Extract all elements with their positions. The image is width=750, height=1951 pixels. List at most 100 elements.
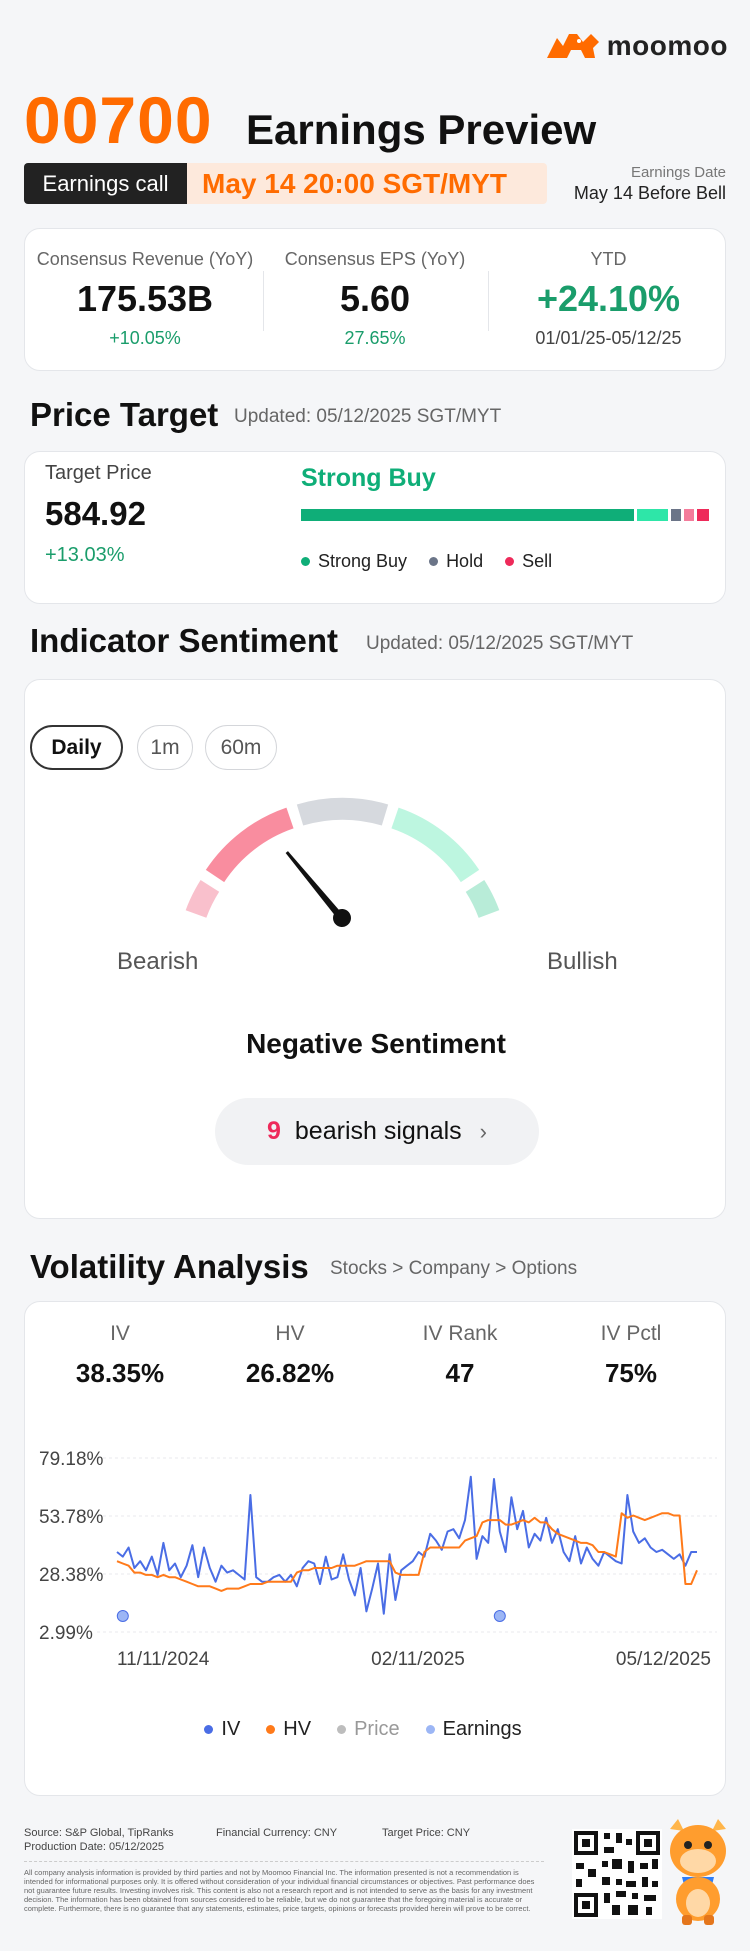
volatility-legend-label: IV bbox=[221, 1718, 241, 1740]
consensus-revenue-value: 175.53B bbox=[76, 278, 214, 319]
volatility-legend-item[interactable]: IV bbox=[204, 1718, 240, 1741]
footer-source: Source: S&P Global, TipRanks bbox=[24, 1827, 174, 1839]
target-price-label: Target Price bbox=[45, 462, 152, 484]
divider bbox=[263, 271, 264, 331]
legend-dot-icon bbox=[337, 1725, 347, 1734]
y-tick-label: 2.99% bbox=[39, 1623, 93, 1644]
consensus-eps-label: Consensus EPS (YoY) bbox=[284, 249, 466, 269]
earnings-marker[interactable] bbox=[493, 1609, 506, 1622]
ytd-performance: YTD +24.10% 01/01/25-05/12/25 bbox=[490, 229, 727, 349]
page-title: Earnings Preview bbox=[246, 106, 597, 153]
iv-value: 38.35% bbox=[75, 1358, 165, 1388]
ytd-range: 01/01/25-05/12/25 bbox=[535, 328, 682, 348]
tab-60m[interactable]: 60m bbox=[205, 725, 277, 770]
legend-dot-icon bbox=[429, 557, 439, 566]
rating-legend-label: Strong Buy bbox=[318, 551, 408, 571]
tab-1m[interactable]: 1m bbox=[137, 725, 193, 770]
volatility-title: Volatility Analysis bbox=[30, 1248, 309, 1285]
legend-dot-icon bbox=[204, 1725, 214, 1734]
volatility-legend-item[interactable]: Earnings bbox=[425, 1718, 522, 1741]
gauge-segment-very-bearish bbox=[185, 880, 220, 919]
earnings-call-time: May 14 20:00 SGT/MYT bbox=[187, 163, 547, 204]
y-tick-label: 28.38% bbox=[39, 1565, 104, 1586]
disclaimer: All company analysis information is prov… bbox=[24, 1868, 535, 1913]
ytd-label: YTD bbox=[590, 249, 627, 269]
volatility-breadcrumb[interactable]: Stocks > Company > Options bbox=[330, 1258, 578, 1279]
earnings-date-value: May 14 Before Bell bbox=[573, 183, 726, 203]
volatility-legend-label: Price bbox=[354, 1718, 400, 1740]
gauge-segment-bullish bbox=[391, 807, 480, 883]
consensus-revenue: Consensus Revenue (YoY) 175.53B +10.05% bbox=[25, 229, 265, 349]
moomoo-logo: moomoo bbox=[543, 28, 728, 64]
footer-target-currency: Target Price: CNY bbox=[382, 1827, 471, 1839]
signal-count: 9 bbox=[267, 1117, 281, 1145]
bullish-label: Bullish bbox=[547, 948, 618, 975]
gauge-segment-neutral bbox=[296, 797, 389, 826]
rating-legend-item: Strong Buy bbox=[301, 551, 407, 572]
rating-segment-sell bbox=[697, 509, 709, 521]
chevron-right-icon: › bbox=[479, 1118, 487, 1144]
rating-legend-label: Sell bbox=[522, 551, 553, 571]
consensus-revenue-label: Consensus Revenue (YoY) bbox=[36, 249, 254, 269]
consensus-eps: Consensus EPS (YoY) 5.60 27.65% bbox=[265, 229, 485, 349]
y-tick-label: 79.18% bbox=[39, 1449, 104, 1470]
rating-distribution-bar bbox=[301, 509, 709, 521]
volatility-legend: IV HV Price Earnings bbox=[25, 1718, 727, 1741]
tab-daily[interactable]: Daily bbox=[30, 725, 123, 770]
mascot-bull-icon bbox=[670, 1819, 726, 1925]
rating-segment-strong-buy bbox=[301, 509, 634, 521]
sentiment-gauge bbox=[185, 797, 500, 927]
sentiment-title: Indicator Sentiment bbox=[30, 622, 339, 659]
ticker-symbol: 00700 bbox=[24, 83, 213, 157]
rating-legend-item: Sell bbox=[505, 551, 552, 572]
earnings-marker[interactable] bbox=[116, 1609, 129, 1622]
legend-dot-icon bbox=[266, 1725, 276, 1734]
rating-legend-item: Hold bbox=[429, 551, 483, 572]
y-tick-label: 53.78% bbox=[39, 1507, 104, 1528]
bearish-label: Bearish bbox=[117, 948, 199, 975]
consensus-eps-change: 27.65% bbox=[344, 328, 406, 348]
volatility-legend-label: HV bbox=[283, 1718, 312, 1740]
volatility-card: IV 38.35% HV 26.82% IV Rank 47 IV Pctl 7… bbox=[24, 1301, 726, 1796]
volatility-legend-item[interactable]: Price bbox=[337, 1718, 400, 1741]
iv-metric: IV 38.35% bbox=[45, 1322, 195, 1389]
series-line-iv bbox=[116, 1475, 697, 1615]
x-tick-label: 11/11/2024 bbox=[117, 1649, 210, 1670]
legend-dot-icon bbox=[301, 557, 310, 566]
hv-label: HV bbox=[275, 1322, 305, 1345]
legend-dot-icon bbox=[505, 557, 515, 566]
gauge-segment-very-bullish bbox=[465, 879, 500, 919]
bearish-signals-button[interactable]: 9 bearish signals › bbox=[215, 1098, 539, 1165]
target-price-change: +13.03% bbox=[45, 544, 125, 566]
price-target-updated: Updated: 05/12/2025 SGT/MYT bbox=[234, 406, 502, 427]
x-tick-label: 02/11/2025 bbox=[371, 1649, 465, 1670]
earnings-call-badge: Earnings call bbox=[24, 163, 187, 204]
hv-metric: HV 26.82% bbox=[215, 1322, 365, 1389]
series-line-hv bbox=[116, 1512, 698, 1592]
rating-segment-hold bbox=[671, 509, 682, 521]
qr-code-icon bbox=[572, 1829, 662, 1919]
analyst-rating: Strong Buy bbox=[301, 464, 436, 492]
gauge-needle bbox=[285, 851, 351, 927]
footer-production-date: Production Date: 05/12/2025 bbox=[24, 1841, 165, 1853]
iv-rank-label: IV Rank bbox=[422, 1322, 498, 1345]
price-target-title: Price Target bbox=[30, 396, 219, 433]
volatility-legend-label: Earnings bbox=[442, 1718, 522, 1740]
earnings-date-label: Earnings Date bbox=[630, 164, 726, 181]
hv-value: 26.82% bbox=[245, 1358, 335, 1388]
iv-pctl-metric: IV Pctl 75% bbox=[556, 1322, 706, 1389]
volatility-legend-item[interactable]: HV bbox=[266, 1718, 311, 1741]
rating-segment-underperform bbox=[684, 509, 695, 521]
iv-rank-value: 47 bbox=[445, 1358, 475, 1388]
footer-currency: Financial Currency: CNY bbox=[216, 1827, 338, 1839]
iv-pctl-label: IV Pctl bbox=[600, 1322, 662, 1345]
gauge-segment-bearish bbox=[205, 807, 294, 883]
target-price-value: 584.92 bbox=[45, 495, 146, 532]
consensus-revenue-change: +10.05% bbox=[109, 328, 181, 348]
volatility-chart: 79.18% 53.78% 28.38% 2.99% 11/11/2024 02/11/2… bbox=[39, 1449, 717, 1670]
iv-label: IV bbox=[110, 1322, 130, 1345]
footer-divider bbox=[24, 1861, 544, 1862]
rating-legend-label: Hold bbox=[446, 551, 484, 571]
sentiment-card: Daily 1m 60m Bearish Bullish Negative Se… bbox=[24, 679, 726, 1219]
brand-name: moomoo bbox=[606, 30, 728, 61]
